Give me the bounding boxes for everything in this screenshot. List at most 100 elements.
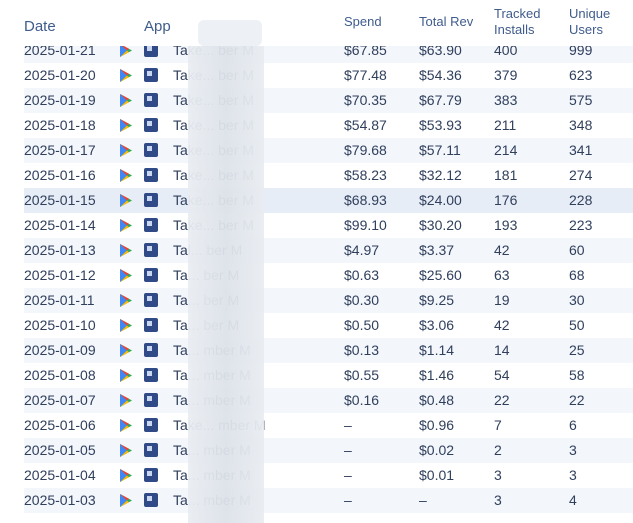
table-row[interactable]: 2025-01-08 Ta... mber M $0.55 $1.46 54 5… [24,363,633,388]
cell-date: 2025-01-17 [24,142,96,158]
cell-unique-users: 348 [569,117,593,133]
table-row[interactable]: 2025-01-20 Take... ber M $77.48 $54.36 3… [24,63,633,88]
cell-date: 2025-01-03 [24,492,96,508]
cell-tracked-installs: 214 [494,142,518,158]
cell-unique-users: 3 [569,467,577,483]
app-icon [144,343,158,357]
app-icon [144,443,158,457]
cell-date: 2025-01-14 [24,217,96,233]
header-total-rev[interactable]: Total Rev [419,14,474,29]
cell-tracked-installs: 379 [494,67,518,83]
cell-total-rev: $53.93 [419,117,462,133]
app-icon [144,118,158,132]
table-row[interactable]: 2025-01-04 Ta... mber M – $0.01 3 3 [24,463,633,488]
table-row[interactable]: 2025-01-12 Ta... ber M $0.63 $25.60 63 6… [24,263,633,288]
cell-unique-users: 999 [569,42,593,58]
header-tracked-installs-line1: Tracked [494,6,541,21]
header-spend[interactable]: Spend [344,14,382,29]
cell-spend: $79.68 [344,142,387,158]
cell-unique-users: 575 [569,92,593,108]
table-row[interactable]: 2025-01-05 Ta... mber M – $0.02 2 3 [24,438,633,463]
cell-tracked-installs: 193 [494,217,518,233]
cell-total-rev: $54.36 [419,67,462,83]
table-row[interactable]: 2025-01-06 Take... mber M – $0.96 7 6 [24,413,633,438]
header-unique-users-line1: Unique [569,6,611,21]
app-icon [144,393,158,407]
cell-tracked-installs: 176 [494,192,518,208]
cell-unique-users: 22 [569,392,585,408]
table-row[interactable]: 2025-01-18 Take... ber M $54.87 $53.93 2… [24,113,633,138]
redaction-blur [188,46,264,523]
redaction-blur-top [198,20,262,46]
header-date[interactable]: Date [24,18,56,35]
google-play-icon [120,119,132,132]
cell-spend: $67.85 [344,42,387,58]
cell-unique-users: 4 [569,492,577,508]
cell-spend: – [344,417,352,433]
cell-date: 2025-01-16 [24,167,96,183]
cell-spend: – [344,467,352,483]
google-play-icon [120,419,132,432]
table-row[interactable]: 2025-01-14 Take... ber M $99.10 $30.20 1… [24,213,633,238]
cell-unique-users: 274 [569,167,593,183]
cell-spend: $58.23 [344,167,387,183]
app-icon [144,218,158,232]
cell-tracked-installs: 22 [494,392,510,408]
cell-total-rev: $9.25 [419,292,455,308]
table-row[interactable]: 2025-01-03 Ta... mber M – – 3 4 [24,488,633,513]
header-tracked-installs-line2: Installs [494,22,535,37]
header-unique-users[interactable]: Unique Users [569,6,610,38]
google-play-icon [120,194,132,207]
cell-total-rev: $67.79 [419,92,462,108]
cell-date: 2025-01-05 [24,442,96,458]
table-row[interactable]: 2025-01-15 Take... ber M $68.93 $24.00 1… [24,188,633,213]
data-table-body: 2025-01-21 Take... ber M $67.85 $63.90 4… [0,38,633,513]
cell-spend: $77.48 [344,67,387,83]
cell-total-rev: $0.01 [419,467,455,483]
table-row[interactable]: 2025-01-09 Ta... mber M $0.13 $1.14 14 2… [24,338,633,363]
cell-total-rev: $0.96 [419,417,455,433]
cell-date: 2025-01-12 [24,267,96,283]
cell-date: 2025-01-09 [24,342,96,358]
cell-date: 2025-01-15 [24,192,96,208]
table-row[interactable]: 2025-01-16 Take... ber M $58.23 $32.12 1… [24,163,633,188]
cell-total-rev: $32.12 [419,167,462,183]
google-play-icon [120,294,132,307]
cell-spend: – [344,492,352,508]
cell-unique-users: 6 [569,417,577,433]
table-row[interactable]: 2025-01-17 Take... ber M $79.68 $57.11 2… [24,138,633,163]
google-play-icon [120,94,132,107]
cell-total-rev: $25.60 [419,267,462,283]
cell-total-rev: $3.06 [419,317,455,333]
cell-date: 2025-01-20 [24,67,96,83]
table-row[interactable]: 2025-01-19 Take... ber M $70.35 $67.79 3… [24,88,633,113]
header-tracked-installs[interactable]: Tracked Installs [494,6,540,38]
google-play-icon [120,269,132,282]
table-row[interactable]: 2025-01-11 Ta... ber M $0.30 $9.25 19 30 [24,288,633,313]
google-play-icon [120,44,132,57]
cell-tracked-installs: 400 [494,42,518,58]
google-play-icon [120,169,132,182]
table-row[interactable]: 2025-01-10 Ta... ber M $0.50 $3.06 42 50 [24,313,633,338]
cell-date: 2025-01-11 [24,292,95,308]
cell-total-rev: – [419,492,427,508]
google-play-icon [120,369,132,382]
cell-date: 2025-01-06 [24,417,96,433]
cell-tracked-installs: 383 [494,92,518,108]
cell-total-rev: $0.48 [419,392,455,408]
header-app[interactable]: App [144,18,171,35]
cell-unique-users: 25 [569,342,585,358]
app-icon [144,143,158,157]
cell-spend: $4.97 [344,242,380,258]
google-play-icon [120,444,132,457]
table-row[interactable]: 2025-01-13 Tal... ber M $4.97 $3.37 42 6… [24,238,633,263]
cell-date: 2025-01-08 [24,367,96,383]
cell-spend: $0.30 [344,292,380,308]
table-row[interactable]: 2025-01-07 Ta... mber M $0.16 $0.48 22 2… [24,388,633,413]
cell-tracked-installs: 14 [494,342,510,358]
cell-date: 2025-01-13 [24,242,96,258]
table-header: Date App Spend Total Rev Tracked Install… [0,0,633,46]
cell-tracked-installs: 7 [494,417,502,433]
header-unique-users-line2: Users [569,22,603,37]
app-icon [144,193,158,207]
